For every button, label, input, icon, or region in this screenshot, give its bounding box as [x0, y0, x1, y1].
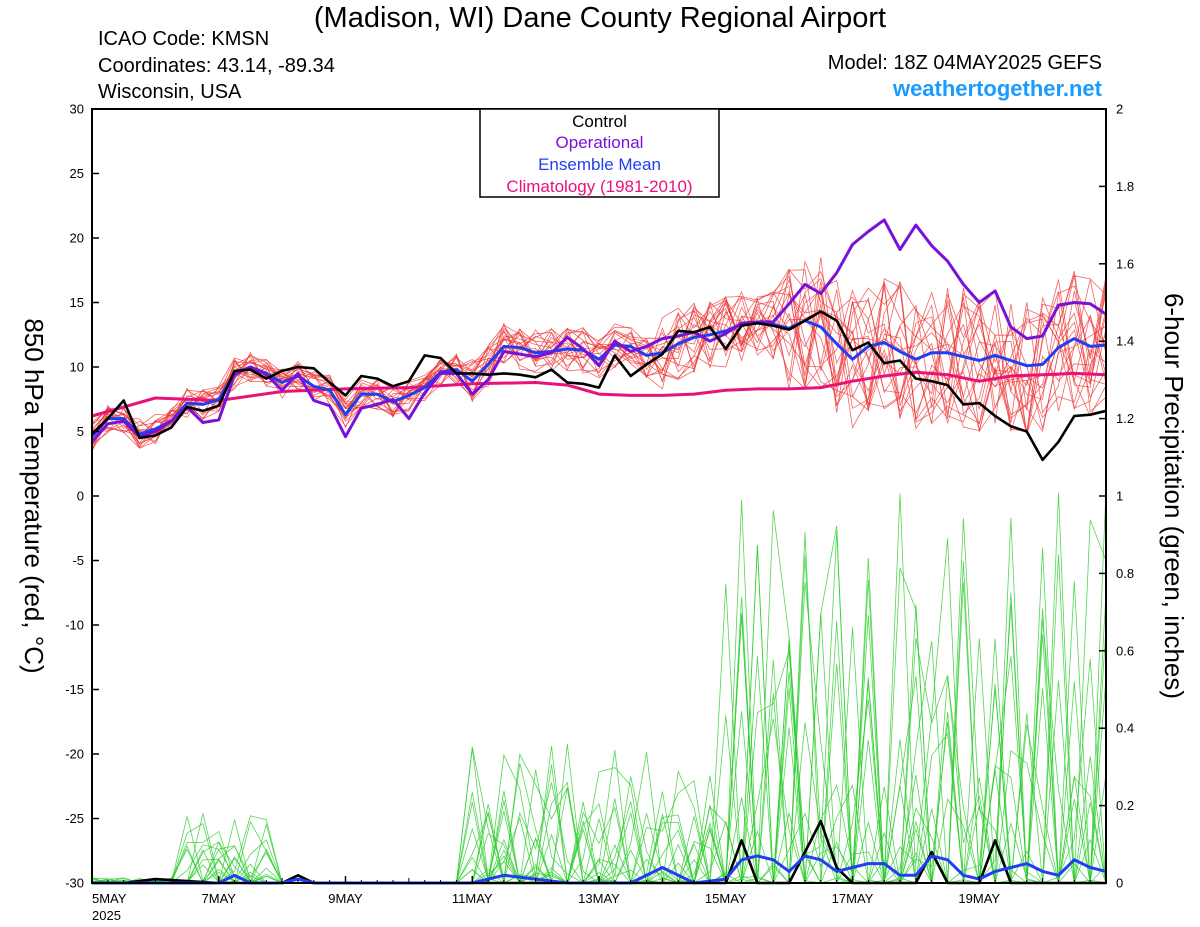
right-tick-label: 0.4	[1116, 721, 1134, 736]
right-axis-title: 6-hour Precipitation (green, inches)	[1159, 293, 1189, 699]
left-tick-label: 10	[70, 360, 84, 375]
left-tick-label: 25	[70, 166, 84, 181]
legend-ensemble-mean: Ensemble Mean	[538, 155, 661, 174]
control-precip-line	[92, 819, 1106, 885]
left-tick-label: -5	[72, 553, 84, 568]
model-run: Model: 18Z 04MAY2025 GEFS	[827, 52, 1102, 74]
member-temp-line	[91, 278, 1107, 441]
right-tick-label: 1.8	[1116, 179, 1134, 194]
x-tick-label: 13MAY	[578, 891, 620, 906]
left-tick-label: -30	[65, 876, 84, 891]
site-link[interactable]: weathertogether.net	[892, 76, 1102, 101]
mean-precip-line	[92, 854, 1107, 885]
member-precip-line	[92, 568, 1106, 884]
member-precip-line	[92, 554, 1107, 885]
region: Wisconsin, USA	[98, 81, 242, 103]
left-tick-label: -10	[65, 618, 84, 633]
left-tick-label: -20	[65, 747, 84, 762]
member-precip-line	[91, 538, 1107, 885]
left-tick-label: -25	[65, 811, 84, 826]
x-tick-label: 19MAY	[958, 891, 1000, 906]
legend-operational: Operational	[556, 133, 644, 152]
x-tick-label: 7MAY	[202, 891, 237, 906]
right-tick-label: 0	[1116, 876, 1123, 891]
left-axis-title: 850 hPa Temperature (red, °C)	[19, 318, 49, 673]
x-tick-label: 17MAY	[832, 891, 874, 906]
legend-box: Control Operational Ensemble Mean Climat…	[479, 108, 720, 198]
x-tick-label: 11MAY	[452, 891, 493, 906]
member-temp-line	[91, 275, 1107, 445]
member-precip-line	[91, 488, 1107, 884]
member-precip-line	[91, 545, 1107, 885]
left-tick-label: 5	[77, 424, 84, 439]
left-tick-label: 20	[70, 231, 84, 246]
x-tick-year: 2025	[92, 908, 121, 923]
axes: 302520151050-5-10-15-20-25-3021.81.61.41…	[65, 102, 1134, 924]
right-tick-label: 0.6	[1116, 643, 1134, 658]
left-tick-label: 30	[70, 102, 84, 117]
control-line	[91, 310, 1107, 462]
right-tick-label: 1.2	[1116, 411, 1134, 426]
right-tick-label: 0.8	[1116, 566, 1134, 581]
legend-frame	[479, 108, 720, 198]
operational-line	[90, 218, 1107, 443]
legend-climatology: Climatology (1981-2010)	[506, 177, 692, 196]
x-tick-label: 5MAY	[92, 891, 127, 906]
chart-title: (Madison, WI) Dane County Regional Airpo…	[313, 2, 887, 34]
member-precip-line	[91, 492, 1107, 885]
right-tick-label: 1.4	[1116, 334, 1134, 349]
member-precip-line	[92, 525, 1106, 884]
right-tick-label: 0.2	[1116, 798, 1134, 813]
member-precip-line	[91, 544, 1107, 885]
member-temp-line	[91, 256, 1107, 449]
coordinates: Coordinates: 43.14, -89.34	[98, 55, 335, 77]
left-tick-label: -15	[65, 682, 84, 697]
legend-control: Control	[572, 112, 627, 131]
x-tick-label: 15MAY	[705, 891, 747, 906]
right-tick-label: 1	[1116, 489, 1123, 504]
member-precip-line	[91, 493, 1107, 885]
left-tick-label: 0	[77, 489, 84, 504]
member-precip-line	[91, 518, 1107, 884]
ensemble-precip-lines	[91, 488, 1107, 885]
member-temp-line	[91, 270, 1107, 450]
climatology-line	[91, 370, 1107, 418]
x-tick-label: 9MAY	[328, 891, 363, 906]
icao-code: ICAO Code: KMSN	[98, 28, 270, 50]
member-temp-line	[91, 281, 1107, 435]
right-tick-label: 2	[1116, 102, 1123, 117]
member-precip-line	[91, 531, 1107, 884]
member-precip-line	[91, 555, 1107, 885]
right-tick-label: 1.6	[1116, 256, 1134, 271]
left-tick-label: 15	[70, 295, 84, 310]
member-precip-line	[91, 510, 1107, 884]
